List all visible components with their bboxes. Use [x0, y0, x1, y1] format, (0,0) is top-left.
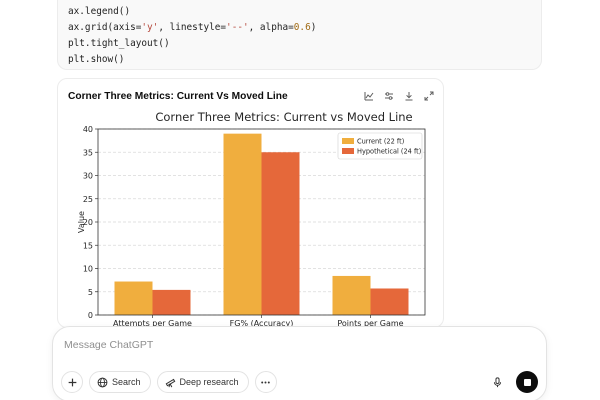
- dictate-button[interactable]: [488, 373, 506, 391]
- chart-legend: Current (22 ft) Hypothetical (24 ft): [337, 132, 423, 160]
- code-token: '--': [226, 22, 249, 33]
- settings-sliders-icon[interactable]: [383, 90, 395, 102]
- code-token: ax.legend(): [68, 6, 131, 17]
- code-line: ax.grid(axis='y', linestyle='--', alpha=…: [68, 20, 541, 36]
- chart-bars: [114, 133, 409, 315]
- x-tick-label: Attempts per Game: [113, 319, 192, 328]
- code-line: ax.legend(): [68, 4, 541, 20]
- composer-right-tools: [488, 371, 538, 393]
- plus-icon: [68, 378, 76, 386]
- chart-card-tools: [363, 90, 435, 102]
- more-dots-icon: [261, 381, 270, 383]
- code-token: ): [310, 22, 317, 33]
- bar: [152, 289, 191, 315]
- download-icon[interactable]: [403, 90, 415, 102]
- y-tick-label: 10: [83, 265, 93, 274]
- legend-box: [337, 132, 423, 160]
- composer-toolbar: Search Deep research: [61, 370, 538, 394]
- telescope-icon: [165, 378, 175, 387]
- legend-label: Current (22 ft): [357, 138, 404, 146]
- deep-research-button-label: Deep research: [179, 377, 239, 387]
- x-tick-label: FG% (Accuracy): [230, 319, 294, 328]
- code-token: plt.tight_layout(): [68, 38, 170, 49]
- y-tick-label: 15: [83, 241, 93, 250]
- code-token: 0.6: [293, 22, 311, 33]
- chart-card-title: Corner Three Metrics: Current Vs Moved L…: [68, 90, 288, 102]
- y-tick-label: 5: [88, 288, 93, 297]
- bar: [370, 288, 409, 315]
- chart-card: Corner Three Metrics: Current Vs Moved L…: [57, 78, 444, 328]
- deep-research-button[interactable]: Deep research: [156, 371, 249, 393]
- bar: [332, 275, 371, 315]
- microphone-icon: [493, 376, 501, 387]
- code-token: 'y': [141, 22, 159, 33]
- bar-chart: Corner Three Metrics: Current vs Moved L…: [77, 110, 426, 328]
- stop-generating-button[interactable]: [516, 371, 538, 393]
- more-options-button[interactable]: [254, 371, 277, 393]
- code-token: plt.show(): [68, 54, 125, 65]
- search-button-label: Search: [112, 377, 141, 387]
- globe-icon: [97, 377, 108, 387]
- attach-button[interactable]: [61, 371, 83, 393]
- y-tick-label: 30: [83, 172, 93, 181]
- legend-label: Hypothetical (24 ft): [357, 148, 421, 156]
- stop-icon: [523, 378, 531, 386]
- bar: [261, 152, 300, 315]
- x-tick-label: Points per Game: [337, 319, 403, 328]
- search-button[interactable]: Search: [89, 371, 151, 393]
- code-line: plt.show(): [68, 52, 541, 68]
- code-token: , alpha=: [248, 22, 294, 33]
- code-block: ax.legend() ax.grid(axis='y', linestyle='…: [57, 0, 542, 70]
- code-token: , linestyle=: [158, 22, 227, 33]
- expand-icon[interactable]: [423, 90, 435, 102]
- chart-axes: 0 5 10 15 20 25 30 35 40 Attempts per Game FG% (Ac…: [83, 125, 426, 328]
- chart-card-header: Corner Three Metrics: Current Vs Moved L…: [68, 88, 435, 104]
- bar: [223, 133, 262, 315]
- y-tick-label: 0: [88, 311, 93, 320]
- legend-swatch: [342, 138, 354, 144]
- plot-frame: [97, 128, 426, 316]
- y-tick-label: 25: [83, 195, 93, 204]
- chart-title: Corner Three Metrics: Current vs Moved L…: [155, 110, 412, 124]
- message-input[interactable]: [64, 334, 534, 356]
- y-tick-label: 20: [83, 218, 93, 227]
- y-tick-label: 40: [83, 125, 93, 134]
- legend-swatch: [342, 148, 354, 154]
- code-token: ax.grid(axis=: [68, 22, 142, 33]
- chart-type-icon[interactable]: [363, 90, 375, 102]
- chart-y-axis-label: Value: [77, 211, 86, 233]
- message-composer: Search Deep research: [52, 326, 547, 400]
- y-tick-label: 35: [83, 148, 93, 157]
- code-line: plt.tight_layout(): [68, 36, 541, 52]
- bar: [114, 281, 153, 315]
